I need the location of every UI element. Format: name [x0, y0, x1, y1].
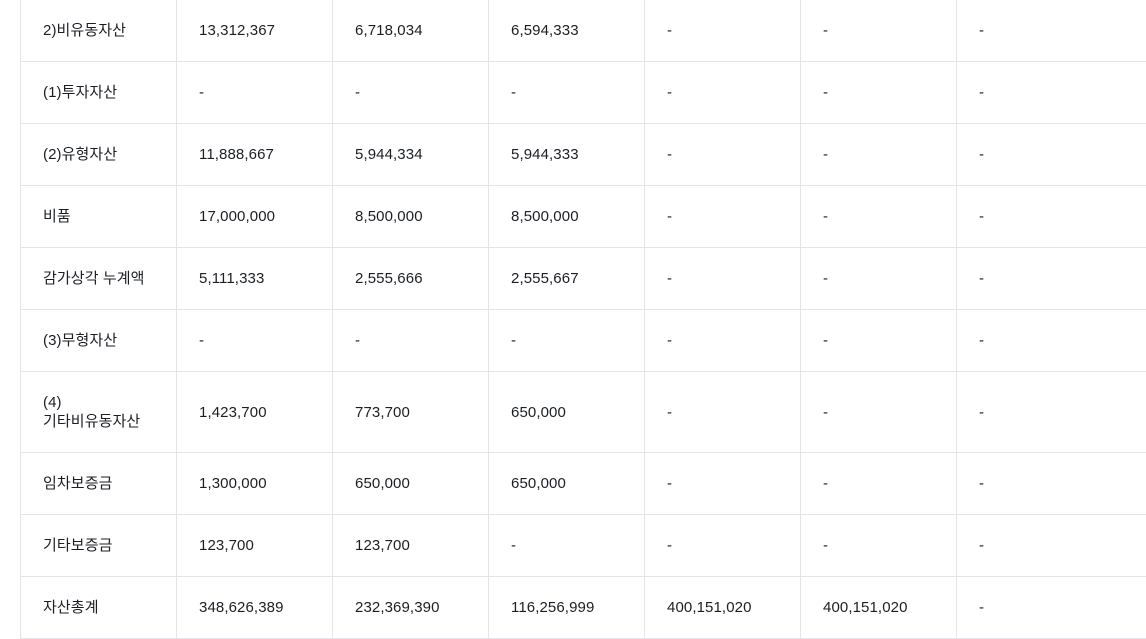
value-cell: -	[177, 310, 333, 372]
table-row: 감가상각 누계액 5,111,333 2,555,666 2,555,667 -…	[21, 248, 1146, 310]
table-row: (3)무형자산 - - - - - -	[21, 310, 1146, 372]
value-cell: 400,151,020	[801, 577, 957, 639]
row-label-cell: 기타보증금	[21, 515, 177, 577]
value-cell: -	[957, 124, 1146, 186]
value-cell: -	[957, 577, 1146, 639]
value-cell: 5,944,333	[489, 124, 645, 186]
value-cell: -	[801, 372, 957, 453]
value-cell: 773,700	[333, 372, 489, 453]
value-cell: -	[801, 310, 957, 372]
value-cell: 8,500,000	[489, 186, 645, 248]
row-label-cell: (1)투자자산	[21, 62, 177, 124]
value-cell: 2,555,666	[333, 248, 489, 310]
row-label-cell: (4) 기타비유동자산	[21, 372, 177, 453]
row-label-cell: (3)무형자산	[21, 310, 177, 372]
row-label-cell: (2)유형자산	[21, 124, 177, 186]
value-cell: -	[645, 0, 801, 62]
value-cell: 650,000	[489, 372, 645, 453]
value-cell: -	[645, 124, 801, 186]
value-cell: -	[645, 186, 801, 248]
table-row: 비품 17,000,000 8,500,000 8,500,000 - - -	[21, 186, 1146, 248]
value-cell: -	[645, 453, 801, 515]
value-cell: -	[333, 310, 489, 372]
value-cell: -	[801, 124, 957, 186]
row-label-cell: 자산총계	[21, 577, 177, 639]
value-cell: -	[645, 310, 801, 372]
financial-table-container: 2)비유동자산 13,312,367 6,718,034 6,594,333 -…	[20, 0, 1146, 639]
value-cell: -	[177, 62, 333, 124]
value-cell: 17,000,000	[177, 186, 333, 248]
value-cell: 2,555,667	[489, 248, 645, 310]
row-label-cell: 임차보증금	[21, 453, 177, 515]
value-cell: 1,423,700	[177, 372, 333, 453]
value-cell: -	[801, 453, 957, 515]
value-cell: 123,700	[333, 515, 489, 577]
value-cell: -	[645, 62, 801, 124]
value-cell: -	[489, 62, 645, 124]
value-cell: 5,111,333	[177, 248, 333, 310]
table-row: (1)투자자산 - - - - - -	[21, 62, 1146, 124]
value-cell: -	[645, 515, 801, 577]
value-cell: -	[957, 372, 1146, 453]
value-cell: 400,151,020	[645, 577, 801, 639]
value-cell: 6,594,333	[489, 0, 645, 62]
table-row: 기타보증금 123,700 123,700 - - - -	[21, 515, 1146, 577]
value-cell: -	[957, 62, 1146, 124]
value-cell: -	[333, 62, 489, 124]
value-cell: 116,256,999	[489, 577, 645, 639]
value-cell: -	[801, 248, 957, 310]
value-cell: -	[957, 186, 1146, 248]
table-row: 2)비유동자산 13,312,367 6,718,034 6,594,333 -…	[21, 0, 1146, 62]
value-cell: 5,944,334	[333, 124, 489, 186]
value-cell: 650,000	[333, 453, 489, 515]
table-row: (4) 기타비유동자산 1,423,700 773,700 650,000 - …	[21, 372, 1146, 453]
value-cell: -	[489, 310, 645, 372]
value-cell: -	[645, 248, 801, 310]
value-cell: -	[801, 186, 957, 248]
value-cell: -	[801, 0, 957, 62]
table-body: 2)비유동자산 13,312,367 6,718,034 6,594,333 -…	[21, 0, 1146, 639]
value-cell: -	[957, 453, 1146, 515]
value-cell: -	[957, 248, 1146, 310]
value-cell: 13,312,367	[177, 0, 333, 62]
value-cell: 6,718,034	[333, 0, 489, 62]
row-label-cell: 2)비유동자산	[21, 0, 177, 62]
value-cell: -	[645, 372, 801, 453]
value-cell: -	[957, 515, 1146, 577]
financial-table: 2)비유동자산 13,312,367 6,718,034 6,594,333 -…	[20, 0, 1146, 639]
table-row: 임차보증금 1,300,000 650,000 650,000 - - -	[21, 453, 1146, 515]
table-row: (2)유형자산 11,888,667 5,944,334 5,944,333 -…	[21, 124, 1146, 186]
value-cell: 11,888,667	[177, 124, 333, 186]
value-cell: 232,369,390	[333, 577, 489, 639]
row-label-cell: 감가상각 누계액	[21, 248, 177, 310]
value-cell: -	[957, 310, 1146, 372]
table-row: 자산총계 348,626,389 232,369,390 116,256,999…	[21, 577, 1146, 639]
value-cell: 8,500,000	[333, 186, 489, 248]
value-cell: 123,700	[177, 515, 333, 577]
row-label-cell: 비품	[21, 186, 177, 248]
value-cell: -	[801, 515, 957, 577]
value-cell: -	[801, 62, 957, 124]
value-cell: -	[957, 0, 1146, 62]
value-cell: 348,626,389	[177, 577, 333, 639]
value-cell: 1,300,000	[177, 453, 333, 515]
value-cell: 650,000	[489, 453, 645, 515]
value-cell: -	[489, 515, 645, 577]
